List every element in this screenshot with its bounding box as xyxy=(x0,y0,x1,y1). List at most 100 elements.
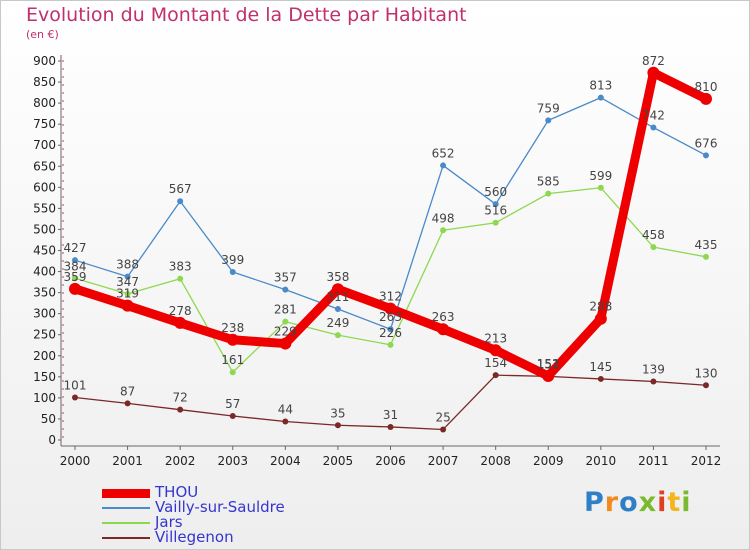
data-label: 567 xyxy=(169,182,192,196)
data-label: 458 xyxy=(642,228,665,242)
y-tick-label: 600 xyxy=(33,180,56,194)
data-point xyxy=(387,326,394,333)
y-tick-label: 150 xyxy=(33,370,56,384)
data-label: 139 xyxy=(642,362,665,376)
x-tick-label: 2002 xyxy=(165,454,196,468)
data-point xyxy=(703,382,709,389)
data-label: 229 xyxy=(274,325,297,339)
data-label: 151 xyxy=(537,357,560,371)
data-point xyxy=(545,190,552,197)
data-label: 652 xyxy=(432,146,455,160)
logo-letter: P xyxy=(584,487,605,518)
logo-letter: o xyxy=(619,487,639,518)
data-label: 810 xyxy=(695,80,718,94)
data-label: 263 xyxy=(379,310,402,324)
data-label: 759 xyxy=(537,101,560,115)
x-tick-label: 2010 xyxy=(586,454,617,468)
data-point xyxy=(72,257,78,264)
data-point xyxy=(597,375,604,382)
legend-swatch xyxy=(102,507,150,509)
x-tick-label: 2005 xyxy=(323,454,354,468)
legend-swatch xyxy=(102,537,150,539)
y-tick-label: 0 xyxy=(48,433,56,447)
data-label: 383 xyxy=(169,260,192,274)
data-label: 31 xyxy=(383,408,398,422)
data-point xyxy=(384,302,397,315)
data-point xyxy=(440,162,447,169)
data-label: 358 xyxy=(326,270,349,284)
data-label: 585 xyxy=(537,175,560,189)
y-tick-label: 900 xyxy=(33,54,56,68)
logo-letter: i xyxy=(657,487,668,518)
data-point xyxy=(226,333,239,346)
y-tick-label: 400 xyxy=(33,265,56,279)
y-tick-label: 50 xyxy=(41,412,56,426)
y-tick-label: 550 xyxy=(33,201,56,215)
data-point xyxy=(279,337,292,350)
data-point xyxy=(72,394,78,401)
legend-label: THOU xyxy=(155,483,199,501)
data-label: 72 xyxy=(173,391,188,405)
data-label: 154 xyxy=(484,356,507,370)
data-point xyxy=(174,316,187,329)
legend-swatch xyxy=(102,522,150,524)
data-point xyxy=(282,318,289,325)
x-tick-label: 2000 xyxy=(60,454,91,468)
logo-letter: r xyxy=(604,487,620,518)
data-point xyxy=(334,332,341,339)
data-label: 288 xyxy=(589,300,612,314)
data-label: 676 xyxy=(695,136,718,150)
series-layer xyxy=(69,66,712,433)
y-tick-label: 750 xyxy=(33,117,56,131)
data-label: 498 xyxy=(432,211,455,225)
data-label: 742 xyxy=(642,109,665,123)
data-label: 311 xyxy=(326,290,349,304)
y-tick-label: 800 xyxy=(33,96,56,110)
data-label: 872 xyxy=(642,54,665,68)
data-point xyxy=(229,268,236,275)
y-tick-label: 850 xyxy=(33,75,56,89)
data-label: 516 xyxy=(484,204,507,218)
x-tick-label: 2012 xyxy=(691,454,722,468)
chart-subtitle: (en €) xyxy=(26,28,59,41)
data-point xyxy=(703,253,709,260)
logo-letter: t xyxy=(667,487,682,518)
data-label: 388 xyxy=(116,258,139,272)
data-point xyxy=(177,275,184,282)
x-tick-label: 2008 xyxy=(480,454,511,468)
data-label: 145 xyxy=(589,360,612,374)
data-point xyxy=(124,273,131,280)
legend-label: Vailly-sur-Sauldre xyxy=(155,498,285,516)
data-label: 57 xyxy=(225,397,240,411)
y-tick-label: 650 xyxy=(33,159,56,173)
logo-letter: i xyxy=(681,487,692,518)
logo-letter: x xyxy=(638,487,658,518)
chart-title: Evolution du Montant de la Dette par Hab… xyxy=(26,4,467,26)
data-point xyxy=(229,369,236,376)
y-tick-label: 700 xyxy=(33,138,56,152)
data-point xyxy=(387,341,394,348)
data-label: 161 xyxy=(221,353,244,367)
data-point xyxy=(282,286,289,293)
data-point xyxy=(331,283,344,296)
y-tick-label: 100 xyxy=(33,391,56,405)
data-point xyxy=(594,312,607,325)
data-point xyxy=(492,372,499,379)
data-label: 25 xyxy=(435,410,450,424)
line-chart: 0 50 100 150 200 250 300 350 400 450 500 550 600 650 7… xyxy=(33,54,722,468)
data-point xyxy=(177,406,184,413)
x-tick-label: 2009 xyxy=(533,454,564,468)
data-point xyxy=(489,344,502,357)
data-point xyxy=(492,201,499,208)
data-label: 101 xyxy=(64,378,87,392)
data-label: 130 xyxy=(695,366,718,380)
data-point xyxy=(700,92,712,105)
y-tick-label: 250 xyxy=(33,328,56,342)
data-label: 359 xyxy=(64,270,87,284)
data-label: 357 xyxy=(274,271,297,285)
x-tick-label: 2004 xyxy=(270,454,301,468)
data-point xyxy=(282,418,289,425)
data-point xyxy=(650,244,657,251)
data-label: 599 xyxy=(589,169,612,183)
